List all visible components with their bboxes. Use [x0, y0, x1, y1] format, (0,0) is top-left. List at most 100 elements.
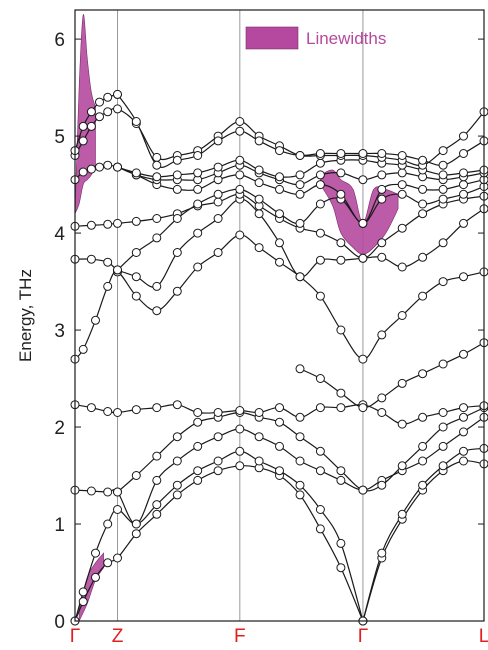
data-point	[315, 180, 325, 190]
data-point	[152, 281, 162, 291]
data-point	[438, 408, 448, 417]
data-point	[295, 170, 305, 180]
data-point	[438, 160, 448, 170]
branch-line	[74, 416, 485, 525]
data-point	[295, 490, 305, 500]
data-point	[295, 364, 305, 374]
data-point	[438, 277, 448, 287]
data-point	[113, 265, 122, 275]
data-point	[295, 456, 305, 466]
data-point	[275, 441, 284, 451]
data-point	[377, 238, 387, 248]
data-point	[295, 218, 305, 228]
data-point	[397, 180, 407, 190]
data-point	[336, 189, 346, 199]
data-point	[86, 486, 96, 496]
data-point	[275, 146, 284, 156]
data-point	[358, 403, 368, 413]
data-point	[172, 170, 182, 180]
data-point	[459, 427, 468, 437]
data-point	[295, 180, 305, 190]
data-point	[103, 407, 113, 416]
data-point	[336, 388, 346, 398]
data-point	[315, 403, 325, 413]
data-point	[131, 529, 141, 539]
data-point	[358, 175, 368, 185]
data-point	[377, 252, 387, 262]
data-point	[86, 121, 96, 131]
data-point	[438, 170, 448, 180]
data-point	[358, 354, 368, 364]
data-point	[152, 475, 162, 485]
legend-swatch	[245, 26, 299, 50]
data-point	[86, 164, 96, 174]
data-point	[152, 233, 162, 243]
data-point	[213, 456, 223, 466]
data-point	[295, 480, 305, 490]
data-point	[418, 291, 428, 301]
data-point	[193, 151, 203, 160]
data-point	[336, 168, 346, 178]
data-point	[193, 228, 203, 238]
y-tick-label: 0	[54, 612, 65, 633]
data-point	[459, 456, 468, 466]
data-point	[315, 228, 325, 238]
data-point	[193, 168, 203, 178]
data-point	[418, 456, 428, 466]
data-point	[213, 197, 223, 207]
data-point	[336, 563, 346, 573]
plot-frame	[74, 9, 485, 622]
x-symmetry-label: Γ	[70, 626, 80, 647]
data-point	[315, 374, 325, 383]
data-point	[459, 403, 468, 413]
data-point	[275, 417, 284, 427]
data-point	[459, 180, 468, 190]
data-point	[235, 406, 245, 415]
data-point	[377, 149, 387, 158]
data-point	[235, 184, 245, 194]
data-point	[78, 344, 88, 354]
data-point	[275, 238, 284, 248]
data-point	[459, 149, 468, 158]
y-tick-label: 5	[54, 127, 65, 148]
data-point	[152, 451, 162, 461]
y-tick-label: 4	[54, 224, 65, 245]
data-point	[193, 441, 203, 451]
data-point	[377, 330, 387, 340]
branch-line	[74, 193, 485, 259]
data-point	[336, 149, 346, 158]
data-point	[86, 107, 96, 117]
data-point	[397, 509, 407, 519]
data-point	[235, 424, 245, 434]
legend: Linewidths	[245, 26, 386, 50]
data-point	[254, 178, 264, 188]
x-symmetry-label: F	[234, 626, 246, 647]
data-point	[295, 432, 305, 442]
data-point	[336, 238, 346, 248]
data-point	[295, 151, 305, 160]
data-point	[254, 432, 264, 442]
data-point	[152, 152, 162, 162]
data-point	[235, 117, 245, 126]
data-point	[95, 97, 104, 107]
data-point	[377, 408, 387, 417]
data-point	[295, 272, 305, 282]
data-point	[377, 548, 387, 558]
data-point	[213, 408, 223, 417]
y-tick-label: 3	[54, 321, 65, 342]
data-point	[113, 408, 122, 417]
data-point	[315, 524, 325, 534]
data-point	[295, 412, 305, 422]
data-point	[438, 238, 448, 248]
data-point	[131, 272, 141, 282]
branch-line	[74, 403, 485, 425]
data-point	[438, 194, 448, 204]
data-point	[459, 446, 468, 456]
data-point	[295, 189, 305, 199]
data-point	[254, 194, 264, 204]
branch-line	[299, 342, 485, 409]
data-point	[213, 136, 223, 146]
data-point	[358, 485, 368, 495]
